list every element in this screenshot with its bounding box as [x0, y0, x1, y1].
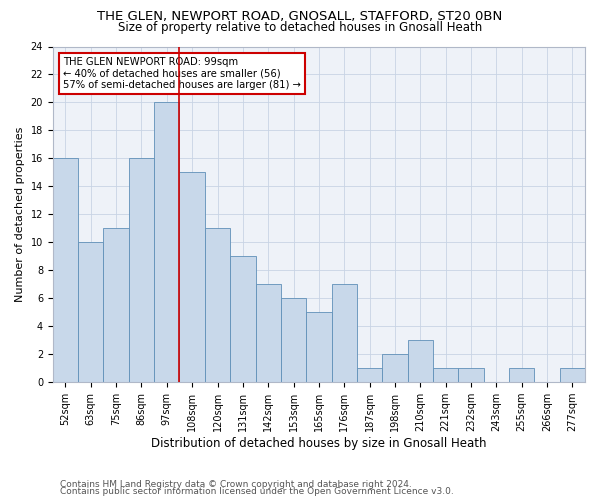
X-axis label: Distribution of detached houses by size in Gnosall Heath: Distribution of detached houses by size … — [151, 437, 487, 450]
Text: Size of property relative to detached houses in Gnosall Heath: Size of property relative to detached ho… — [118, 21, 482, 34]
Bar — [433, 368, 458, 382]
Bar — [256, 284, 281, 382]
Bar — [154, 102, 179, 382]
Bar — [78, 242, 103, 382]
Bar — [179, 172, 205, 382]
Text: Contains HM Land Registry data © Crown copyright and database right 2024.: Contains HM Land Registry data © Crown c… — [60, 480, 412, 489]
Bar — [53, 158, 78, 382]
Text: THE GLEN, NEWPORT ROAD, GNOSALL, STAFFORD, ST20 0BN: THE GLEN, NEWPORT ROAD, GNOSALL, STAFFOR… — [97, 10, 503, 23]
Text: THE GLEN NEWPORT ROAD: 99sqm
← 40% of detached houses are smaller (56)
57% of se: THE GLEN NEWPORT ROAD: 99sqm ← 40% of de… — [64, 56, 301, 90]
Bar — [407, 340, 433, 382]
Bar — [306, 312, 332, 382]
Bar — [103, 228, 129, 382]
Bar — [458, 368, 484, 382]
Y-axis label: Number of detached properties: Number of detached properties — [15, 126, 25, 302]
Bar — [230, 256, 256, 382]
Bar — [509, 368, 535, 382]
Bar — [129, 158, 154, 382]
Bar — [332, 284, 357, 382]
Text: Contains public sector information licensed under the Open Government Licence v3: Contains public sector information licen… — [60, 488, 454, 496]
Bar — [205, 228, 230, 382]
Bar — [357, 368, 382, 382]
Bar — [281, 298, 306, 382]
Bar — [382, 354, 407, 382]
Bar — [560, 368, 585, 382]
